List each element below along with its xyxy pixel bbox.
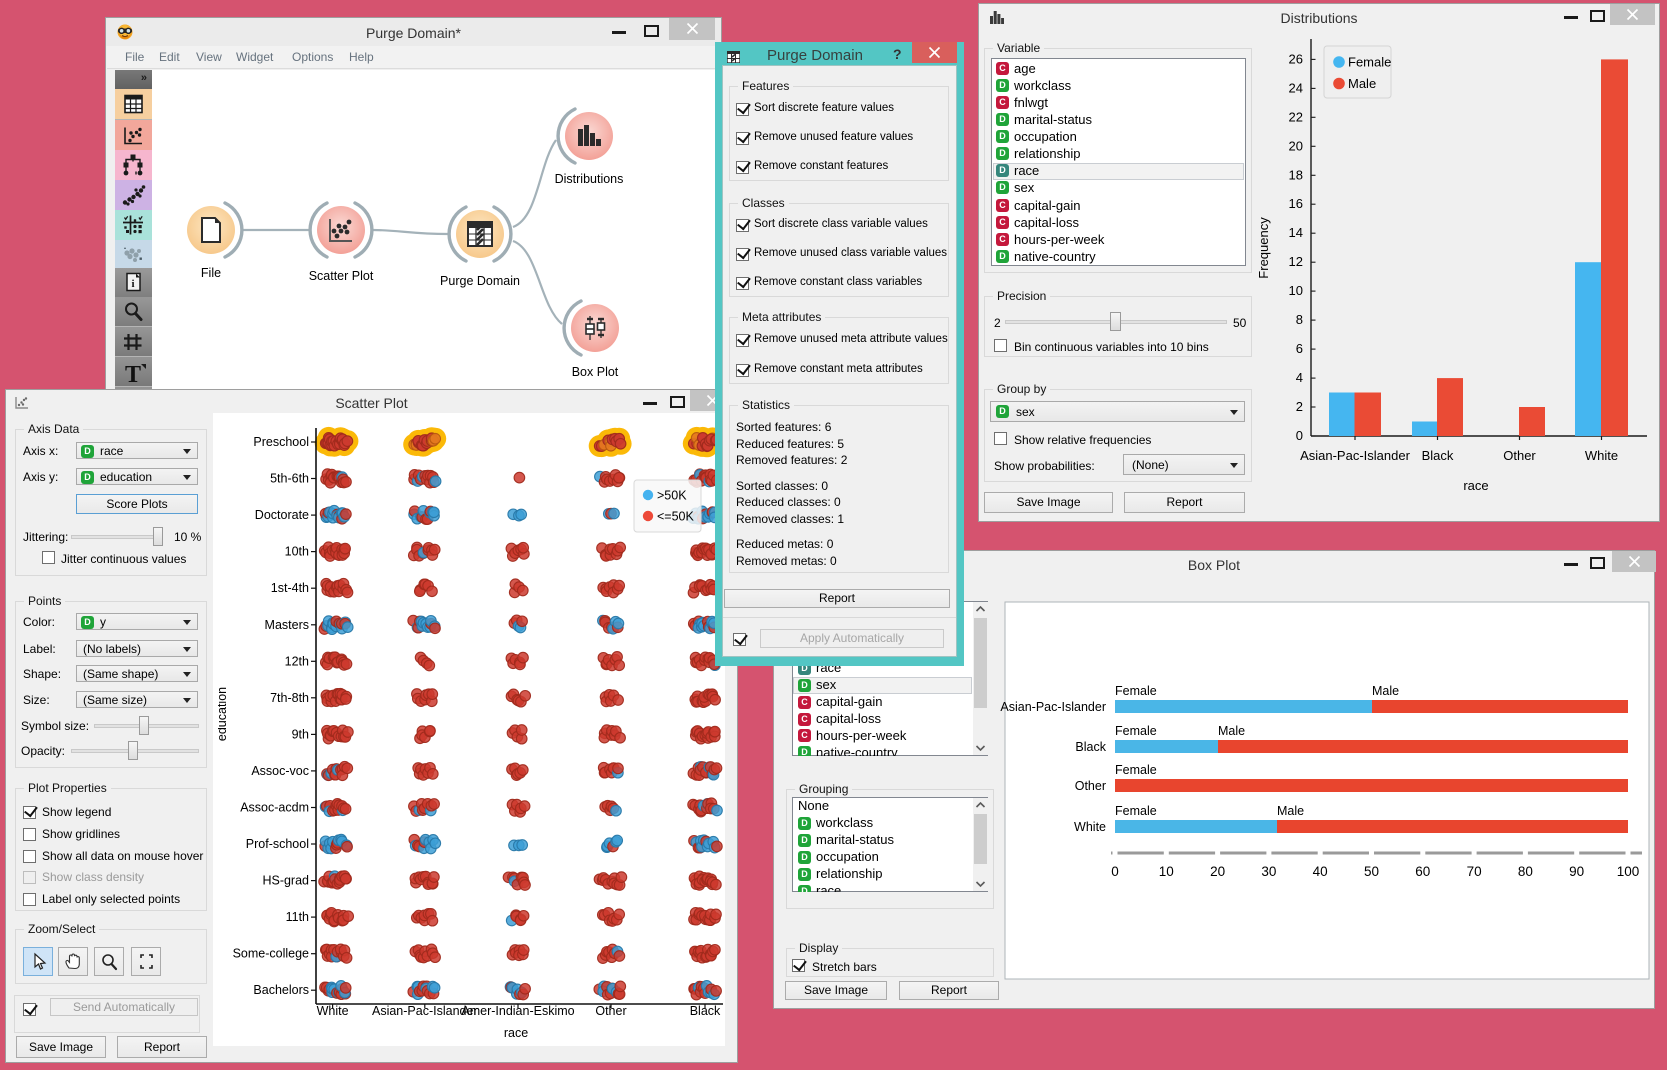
- svg-text:Other: Other: [1075, 779, 1106, 793]
- svg-text:4: 4: [1296, 370, 1303, 385]
- svg-text:File: File: [201, 266, 221, 280]
- svg-text:24: 24: [1289, 80, 1303, 95]
- svg-text:Other: Other: [595, 1004, 626, 1018]
- svg-text:Scatter Plot: Scatter Plot: [309, 269, 374, 283]
- svg-text:Prof-school: Prof-school: [246, 837, 309, 851]
- svg-text:70: 70: [1467, 864, 1482, 879]
- svg-text:2: 2: [1296, 399, 1303, 414]
- svg-text:>50K: >50K: [657, 489, 687, 503]
- svg-text:Amer-Indian-Eskimo: Amer-Indian-Eskimo: [461, 1004, 574, 1018]
- svg-text:12th: 12th: [285, 654, 309, 668]
- svg-text:14: 14: [1289, 225, 1303, 240]
- svg-text:Male: Male: [1277, 804, 1304, 818]
- svg-text:16: 16: [1289, 196, 1303, 211]
- svg-text:50: 50: [1364, 864, 1379, 879]
- svg-text:White: White: [1074, 820, 1106, 834]
- svg-text:11th: 11th: [286, 910, 309, 924]
- svg-text:Purge Domain: Purge Domain: [440, 274, 520, 288]
- svg-text:Asian-Pac-Islander: Asian-Pac-Islander: [372, 1004, 478, 1018]
- svg-text:Masters: Masters: [265, 618, 309, 632]
- svg-text:Preschool: Preschool: [253, 435, 309, 449]
- svg-text:<=50K: <=50K: [657, 510, 695, 524]
- svg-text:education: education: [218, 687, 229, 741]
- svg-text:Male: Male: [1348, 76, 1376, 91]
- svg-text:race: race: [1463, 478, 1488, 493]
- svg-text:Male: Male: [1218, 724, 1245, 738]
- svg-text:9th: 9th: [292, 727, 309, 741]
- svg-text:6: 6: [1296, 341, 1303, 356]
- svg-text:26: 26: [1289, 51, 1303, 66]
- svg-text:Distributions: Distributions: [555, 172, 624, 186]
- svg-text:White: White: [1585, 448, 1618, 463]
- svg-text:Doctorate: Doctorate: [255, 508, 309, 522]
- svg-text:Bachelors: Bachelors: [253, 983, 309, 997]
- svg-text:80: 80: [1518, 864, 1533, 879]
- svg-text:Assoc-acdm: Assoc-acdm: [240, 801, 309, 815]
- svg-text:race: race: [504, 1026, 528, 1040]
- svg-text:White: White: [317, 1004, 349, 1018]
- svg-text:Female: Female: [1115, 724, 1157, 738]
- svg-text:T: T: [125, 362, 141, 386]
- svg-text:i: i: [132, 278, 135, 290]
- svg-text:90: 90: [1569, 864, 1584, 879]
- svg-text:30: 30: [1261, 864, 1276, 879]
- svg-text:10: 10: [1289, 283, 1303, 298]
- svg-text:Black: Black: [1422, 448, 1454, 463]
- svg-text:100: 100: [1617, 864, 1640, 879]
- svg-text:1st-4th: 1st-4th: [271, 581, 309, 595]
- svg-text:8: 8: [1296, 312, 1303, 327]
- svg-text:Black: Black: [690, 1004, 721, 1018]
- svg-text:60: 60: [1415, 864, 1430, 879]
- svg-text:HS-grad: HS-grad: [262, 874, 309, 888]
- svg-text:5th-6th: 5th-6th: [270, 472, 309, 486]
- svg-text:12: 12: [1289, 254, 1303, 269]
- svg-text:Asian-Pac-Islander: Asian-Pac-Islander: [1000, 700, 1106, 714]
- svg-text:Female: Female: [1348, 55, 1391, 70]
- svg-text:Assoc-voc: Assoc-voc: [251, 764, 309, 778]
- svg-text:20: 20: [1210, 864, 1225, 879]
- svg-text:18: 18: [1289, 167, 1303, 182]
- svg-text:Other: Other: [1503, 448, 1536, 463]
- svg-text:Female: Female: [1115, 763, 1157, 777]
- svg-text:Black: Black: [1075, 740, 1106, 754]
- svg-text:Male: Male: [1372, 684, 1399, 698]
- svg-text:7th-8th: 7th-8th: [270, 691, 309, 705]
- svg-text:Female: Female: [1115, 804, 1157, 818]
- svg-text:22: 22: [1289, 109, 1303, 124]
- svg-text:Female: Female: [1115, 684, 1157, 698]
- svg-text:40: 40: [1313, 864, 1328, 879]
- svg-text:10th: 10th: [285, 545, 309, 559]
- svg-text:Asian-Pac-Islander: Asian-Pac-Islander: [1300, 448, 1410, 463]
- svg-text:20: 20: [1289, 138, 1303, 153]
- svg-text:Frequency: Frequency: [1259, 217, 1271, 279]
- svg-text:10: 10: [1159, 864, 1174, 879]
- svg-text:0: 0: [1296, 428, 1303, 443]
- svg-text:0: 0: [1111, 864, 1119, 879]
- svg-text:Box Plot: Box Plot: [572, 365, 619, 379]
- svg-text:Some-college: Some-college: [233, 947, 309, 961]
